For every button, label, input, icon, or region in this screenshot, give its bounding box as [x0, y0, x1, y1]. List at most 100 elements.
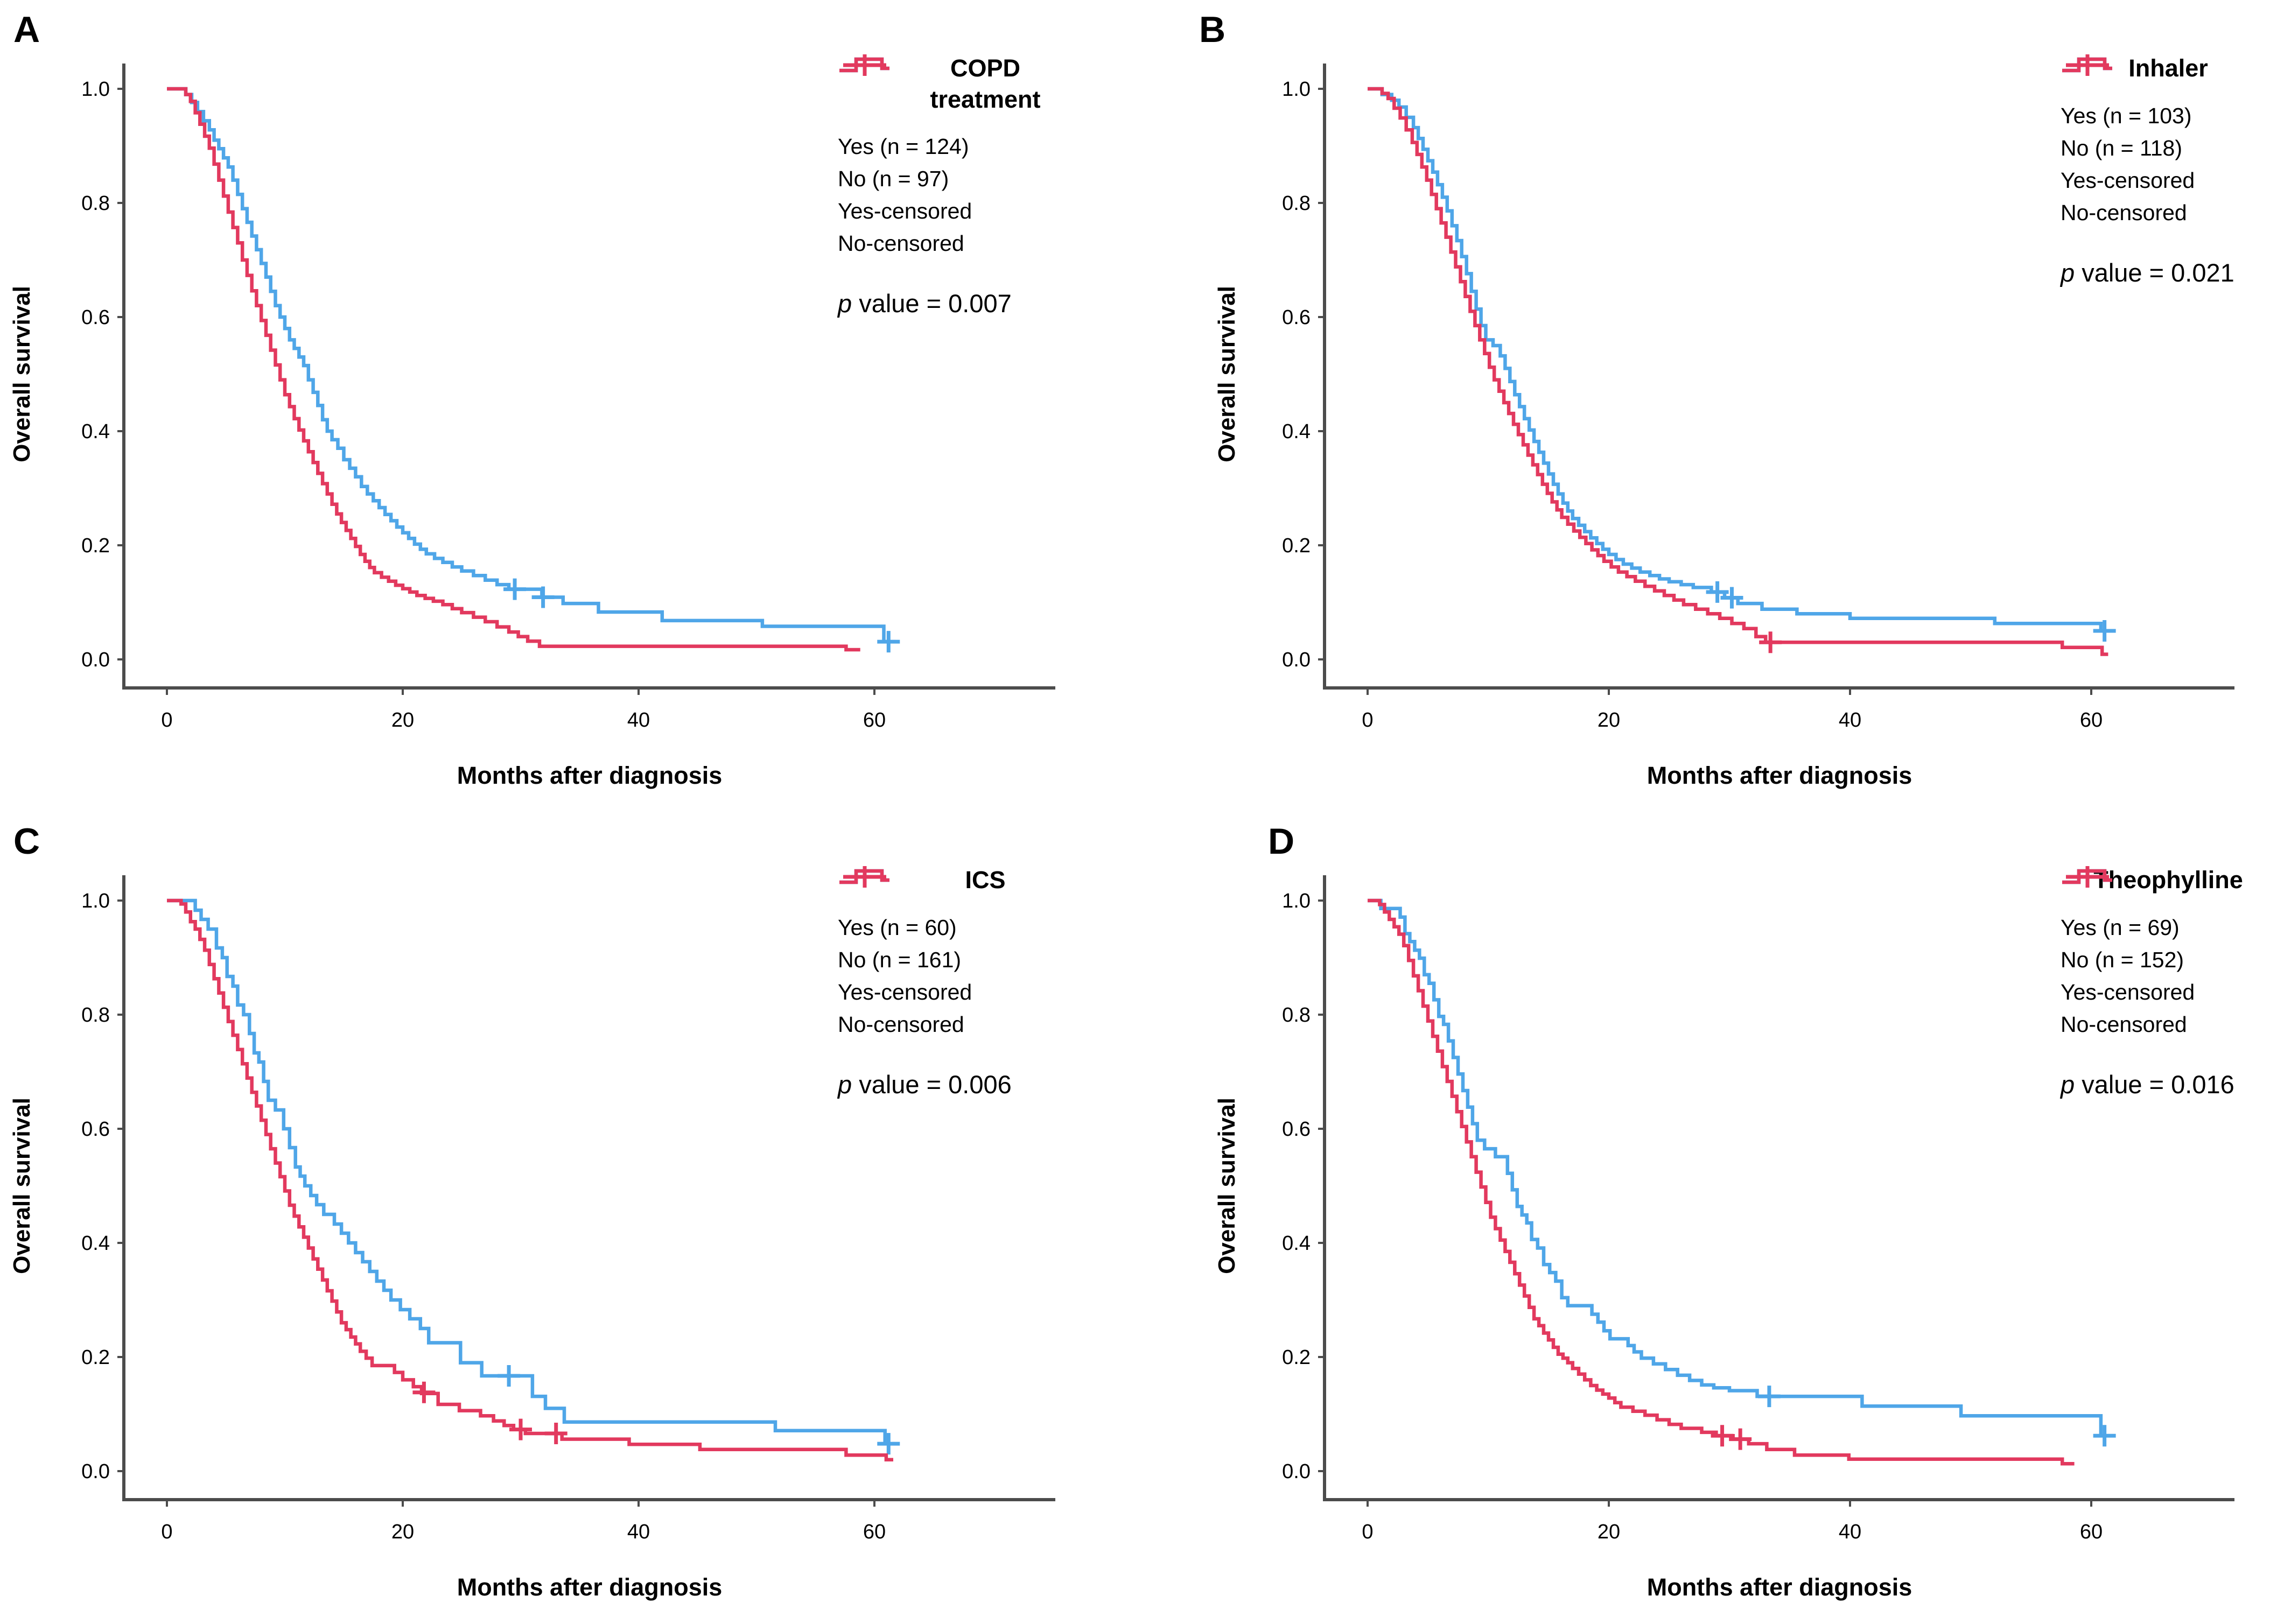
km-plot-A: 1.0 0.8 0.6 0.4 0.2 0.0 0 20 40 60 Months after di… [9, 64, 1055, 789]
legend-step-line-icon [839, 869, 889, 884]
km-plot-D: 1.0 0.8 0.6 0.4 0.2 0.0 0 20 40 60 Months after di… [1214, 875, 2234, 1601]
legend-entry-no: No (n = 118) [2061, 57, 2276, 161]
km-curve-no [167, 898, 893, 1462]
legend-entry-yes-censored: Yes-censored [2061, 866, 2276, 1005]
y-tick-label: 0.4 [1282, 1232, 1311, 1255]
legend: Theophylline Yes (n = 69) No (n = 152) Yes-… [2061, 864, 2276, 1099]
legend-entry-yes: Yes (n = 103) [2061, 57, 2276, 129]
legend-title: ICS [965, 866, 1006, 894]
legend: ICS Yes (n = 60) No (n = 161) Yes-censored N… [838, 864, 1133, 1099]
censor-marks-yes [503, 578, 900, 653]
legend-entry-label: Yes-censored [2061, 979, 2195, 1004]
x-axis-title: Months after diagnosis [1647, 762, 1912, 789]
legend-entry-label: Yes-censored [838, 199, 972, 224]
km-curve-yes [167, 898, 896, 1446]
panel-B: 1.0 0.8 0.6 0.4 0.2 0.0 0 20 40 60 Months after di… [1139, 0, 2277, 812]
legend-step-line-icon [2062, 57, 2112, 73]
p-value-text: p value = 0.006 [838, 1070, 1133, 1099]
p-rest: value = 0.021 [2075, 258, 2234, 287]
x-tick-label: 0 [161, 1521, 172, 1543]
y-tick-label: 1.0 [81, 78, 110, 101]
p-value-text: p value = 0.007 [838, 289, 1133, 318]
legend-entry-yes-censored: Yes-censored [838, 54, 1133, 224]
censor-marks-no [412, 1381, 568, 1445]
legend-censor-plus-icon [2066, 54, 2109, 76]
p-italic: p [2061, 258, 2075, 287]
km-plot-C: 1.0 0.8 0.6 0.4 0.2 0.0 0 20 40 60 Months after di… [9, 875, 1055, 1601]
legend-step-line-icon [839, 57, 889, 73]
legend-entry-label: Yes (n = 69) [2061, 915, 2180, 940]
x-tick-label: 20 [1598, 1521, 1620, 1543]
legend-entry-label: Yes (n = 103) [2061, 103, 2192, 128]
y-axis-title: Overall survival [1214, 286, 1240, 462]
legend-entry-label: Yes (n = 60) [838, 915, 957, 940]
x-tick-label: 20 [391, 709, 414, 732]
y-tick-label: 0.6 [81, 1118, 110, 1141]
y-tick-label: 0.8 [1282, 1004, 1311, 1027]
censor-marks-yes [1757, 1386, 2116, 1447]
panel-letter-A: A [13, 9, 41, 50]
legend-entries: Yes (n = 60) No (n = 161) Yes-censored No-c… [838, 866, 1133, 1037]
y-tick-label: 0.2 [1282, 1346, 1311, 1369]
p-rest: value = 0.006 [852, 1070, 1012, 1099]
x-axis-title: Months after diagnosis [1647, 1573, 1912, 1601]
panel-A: 1.0 0.8 0.6 0.4 0.2 0.0 0 20 40 60 Months after di… [0, 0, 1138, 812]
y-tick-label: 0.2 [81, 1346, 110, 1369]
legend-entry-yes: Yes (n = 60) [838, 869, 1133, 940]
legend-entry-no: No (n = 161) [838, 869, 1133, 973]
x-tick-label: 40 [1839, 1521, 1861, 1543]
panel-letter-B: B [1199, 9, 1227, 50]
legend-entry-yes-censored: Yes-censored [2061, 54, 2276, 193]
y-tick-label: 1.0 [81, 890, 110, 912]
censor-marks-no [1759, 631, 1782, 653]
legend-entries: Yes (n = 69) No (n = 152) Yes-censored No-c… [2061, 866, 2276, 1037]
p-italic: p [2061, 1070, 2075, 1099]
legend-censor-plus-icon [843, 54, 886, 76]
km-curve-yes [1368, 898, 2111, 1438]
legend-step-line-icon [2062, 869, 2112, 884]
legend-entries: Yes (n = 124) No (n = 97) Yes-censored No-c… [838, 54, 1133, 256]
km-plot-B: 1.0 0.8 0.6 0.4 0.2 0.0 0 20 40 60 Months after di… [1214, 64, 2234, 789]
x-tick-label: 20 [391, 1521, 414, 1543]
p-italic: p [838, 1070, 852, 1099]
x-tick-label: 60 [2080, 1521, 2103, 1543]
y-tick-label: 0.2 [81, 535, 110, 557]
x-tick-label: 20 [1598, 709, 1620, 732]
y-tick-label: 0.8 [81, 192, 110, 215]
km-curve-yes [167, 87, 896, 644]
y-tick-label: 1.0 [1282, 78, 1311, 101]
legend: COPD treatment Yes (n = 124) No (n = 97) Ye… [838, 53, 1133, 318]
legend-entry-label: No-censored [2061, 1011, 2187, 1037]
x-tick-label: 60 [863, 1521, 886, 1543]
legend-entry-label: Yes-censored [838, 979, 972, 1004]
x-axis-title: Months after diagnosis [457, 1573, 723, 1601]
x-tick-label: 40 [627, 1521, 650, 1543]
p-value-text: p value = 0.021 [2061, 258, 2276, 287]
panel-letter-C: C [13, 821, 41, 862]
legend-entry-yes: Yes (n = 124) [838, 57, 1133, 159]
legend-title: Theophylline [2093, 866, 2243, 894]
y-tick-label: 0.4 [81, 1232, 110, 1255]
y-tick-label: 0.6 [81, 306, 110, 329]
y-tick-label: 0.8 [1282, 192, 1311, 215]
y-tick-label: 0.6 [1282, 1118, 1311, 1141]
legend-entry-label: No-censored [838, 231, 964, 256]
km-curve-yes [1368, 87, 2113, 633]
y-tick-label: 0.8 [81, 1004, 110, 1027]
x-tick-label: 0 [1362, 709, 1373, 732]
legend-entry-no: No (n = 152) [2061, 869, 2276, 973]
km-curve-no [167, 87, 860, 652]
legend-entry-label: No (n = 97) [838, 166, 949, 192]
legend-entry-yes-censored: Yes-censored [838, 866, 1133, 1005]
x-tick-label: 0 [1362, 1521, 1373, 1543]
x-tick-label: 60 [2080, 709, 2103, 732]
x-tick-label: 40 [1839, 709, 1861, 732]
y-tick-label: 0.4 [81, 420, 110, 443]
legend: Inhaler Yes (n = 103) No (n = 118) Yes-cens… [2061, 53, 2276, 287]
legend-entry-label: No-censored [2061, 200, 2187, 225]
x-tick-label: 60 [863, 709, 886, 732]
legend-entry-label: Yes (n = 124) [838, 134, 969, 159]
legend-entry-label: No (n = 118) [2061, 135, 2183, 160]
p-rest: value = 0.007 [852, 289, 1012, 318]
panel-C: 1.0 0.8 0.6 0.4 0.2 0.0 0 20 40 60 Months after di… [0, 812, 1138, 1623]
